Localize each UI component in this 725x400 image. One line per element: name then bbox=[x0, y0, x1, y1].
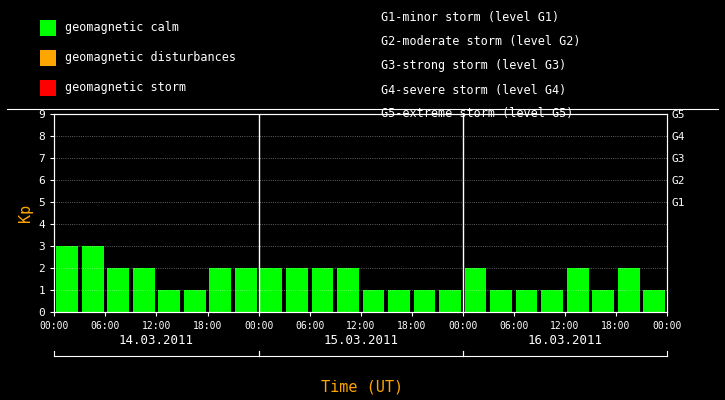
Bar bbox=[210, 268, 231, 312]
Bar bbox=[133, 268, 154, 312]
Bar bbox=[388, 290, 410, 312]
Bar bbox=[158, 290, 180, 312]
Text: G4-severe storm (level G4): G4-severe storm (level G4) bbox=[381, 84, 566, 96]
Bar bbox=[643, 290, 665, 312]
Text: geomagnetic storm: geomagnetic storm bbox=[65, 82, 186, 94]
Bar bbox=[286, 268, 307, 312]
Bar bbox=[235, 268, 257, 312]
Bar bbox=[260, 268, 282, 312]
Bar bbox=[567, 268, 589, 312]
Bar bbox=[57, 246, 78, 312]
Bar bbox=[312, 268, 334, 312]
Bar bbox=[82, 246, 104, 312]
Bar bbox=[184, 290, 206, 312]
Text: 14.03.2011: 14.03.2011 bbox=[119, 334, 194, 347]
Text: G1-minor storm (level G1): G1-minor storm (level G1) bbox=[381, 12, 559, 24]
Bar bbox=[439, 290, 461, 312]
Bar bbox=[465, 268, 486, 312]
Text: geomagnetic disturbances: geomagnetic disturbances bbox=[65, 52, 236, 64]
Y-axis label: Kp: Kp bbox=[18, 204, 33, 222]
Text: geomagnetic calm: geomagnetic calm bbox=[65, 22, 178, 34]
Bar bbox=[362, 290, 384, 312]
Bar bbox=[107, 268, 129, 312]
Text: 16.03.2011: 16.03.2011 bbox=[527, 334, 602, 347]
Text: Time (UT): Time (UT) bbox=[321, 379, 404, 394]
Text: G2-moderate storm (level G2): G2-moderate storm (level G2) bbox=[381, 36, 580, 48]
Bar bbox=[414, 290, 435, 312]
Bar bbox=[490, 290, 512, 312]
Bar bbox=[542, 290, 563, 312]
Text: G5-extreme storm (level G5): G5-extreme storm (level G5) bbox=[381, 108, 573, 120]
Bar bbox=[618, 268, 639, 312]
Bar bbox=[515, 290, 537, 312]
Text: 15.03.2011: 15.03.2011 bbox=[323, 334, 398, 347]
Bar bbox=[337, 268, 359, 312]
Bar bbox=[592, 290, 614, 312]
Text: G3-strong storm (level G3): G3-strong storm (level G3) bbox=[381, 60, 566, 72]
